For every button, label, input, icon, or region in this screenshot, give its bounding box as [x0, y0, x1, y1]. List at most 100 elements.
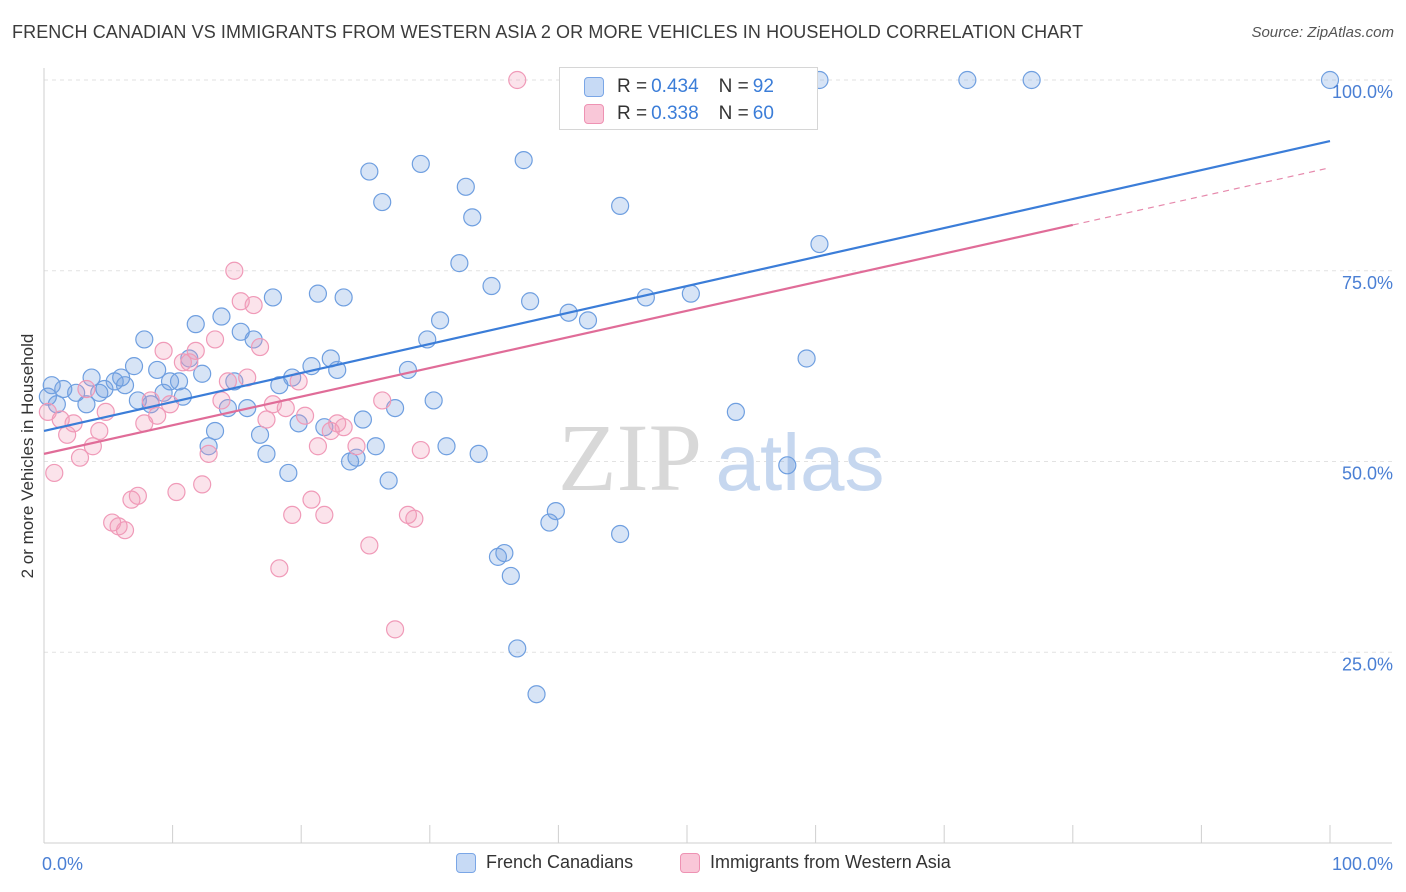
- stats-r-value: 0.434: [651, 76, 699, 97]
- point-french-canadians: [508, 639, 527, 658]
- point-western-asia: [212, 391, 231, 410]
- point-western-asia: [508, 70, 527, 90]
- legend-item-western-asia[interactable]: Immigrants from Western Asia: [680, 852, 951, 873]
- point-french-canadians: [411, 154, 430, 174]
- point-western-asia: [295, 406, 315, 425]
- point-french-canadians: [958, 70, 977, 90]
- point-western-asia: [128, 486, 147, 505]
- point-french-canadians: [244, 330, 263, 349]
- point-french-canadians: [263, 288, 283, 307]
- point-french-canadians: [726, 402, 745, 422]
- point-western-asia: [193, 475, 212, 494]
- point-french-canadians: [257, 444, 276, 463]
- stats-row-western-asia: R = 0.338 N = 60: [617, 101, 774, 127]
- point-french-canadians: [611, 524, 630, 544]
- point-french-canadians: [778, 456, 797, 475]
- point-french-canadians: [95, 379, 114, 399]
- point-french-canadians: [495, 543, 514, 563]
- trend-line-western-asia-extension: [1072, 167, 1331, 226]
- point-western-asia: [405, 509, 424, 528]
- point-western-asia: [250, 337, 270, 357]
- watermark-atlas: atlas: [716, 418, 885, 507]
- point-french-canadians: [77, 395, 96, 414]
- point-western-asia: [180, 353, 199, 372]
- point-french-canadians: [279, 463, 298, 483]
- watermark-zip: ZIP: [558, 404, 702, 511]
- point-western-asia: [148, 406, 167, 425]
- stats-swatch-pink: [584, 104, 604, 124]
- point-french-canadians: [514, 151, 533, 170]
- point-french-canadians: [456, 177, 475, 196]
- point-french-canadians: [482, 276, 501, 296]
- point-french-canadians: [353, 410, 373, 429]
- point-french-canadians: [469, 444, 488, 463]
- point-french-canadians: [430, 311, 450, 330]
- x-tick-label-max: 100.0%: [1332, 854, 1393, 874]
- data-points: [38, 70, 1340, 704]
- point-french-canadians: [169, 372, 189, 391]
- point-french-canadians: [250, 425, 270, 444]
- trend-line-western-asia: [43, 223, 1074, 455]
- legend-swatch-blue: [456, 852, 476, 873]
- point-western-asia: [411, 440, 430, 460]
- point-western-asia: [315, 505, 334, 525]
- point-french-canadians: [199, 437, 218, 456]
- watermark: ZIP atlas: [558, 404, 884, 511]
- point-french-canadians: [308, 284, 328, 303]
- point-french-canadians: [186, 315, 205, 334]
- point-french-canadians: [527, 685, 546, 704]
- point-french-canadians: [463, 208, 482, 227]
- legend: French Canadians Immigrants from Western…: [0, 852, 1406, 878]
- point-western-asia: [302, 490, 321, 509]
- point-french-canadians: [135, 330, 154, 349]
- point-french-canadians: [611, 196, 630, 215]
- point-western-asia: [347, 437, 366, 456]
- y-tick-label: 50.0%: [1342, 464, 1393, 484]
- point-french-canadians: [212, 307, 231, 326]
- point-western-asia: [270, 559, 289, 578]
- point-western-asia: [334, 418, 353, 437]
- point-french-canadians: [366, 437, 385, 456]
- point-western-asia: [115, 521, 135, 540]
- point-french-canadians: [124, 357, 144, 376]
- point-french-canadians: [289, 414, 308, 433]
- point-western-asia: [257, 410, 276, 429]
- point-french-canadians: [540, 513, 559, 532]
- point-western-asia: [283, 505, 302, 525]
- point-french-canadians: [681, 284, 700, 303]
- point-french-canadians: [42, 376, 61, 395]
- point-western-asia: [45, 463, 64, 483]
- legend-label: Immigrants from Western Asia: [710, 852, 951, 872]
- legend-label: French Canadians: [486, 852, 634, 872]
- point-western-asia: [373, 391, 392, 410]
- trend-line-french-canadians: [43, 139, 1331, 433]
- point-french-canadians: [797, 349, 816, 368]
- point-french-canadians: [115, 376, 135, 395]
- point-french-canadians: [424, 391, 443, 410]
- stats-r-label: R =: [617, 76, 648, 97]
- point-french-canadians: [437, 437, 456, 456]
- y-tick-label: 25.0%: [1342, 654, 1393, 674]
- point-western-asia: [90, 421, 109, 441]
- point-french-canadians: [334, 288, 353, 307]
- point-western-asia: [360, 536, 379, 555]
- point-french-canadians: [501, 566, 520, 586]
- point-western-asia: [186, 341, 205, 360]
- point-french-canadians: [205, 421, 225, 441]
- y-tick-label: 100.0%: [1332, 82, 1393, 102]
- x-tick-label-min: 0.0%: [42, 854, 83, 874]
- point-french-canadians: [546, 501, 565, 521]
- stats-row-french-canadians: R = 0.434 N = 92: [617, 74, 774, 100]
- y-tick-label: 75.0%: [1342, 273, 1393, 293]
- point-french-canadians: [450, 254, 469, 273]
- point-western-asia: [83, 437, 102, 456]
- tick-labels: 25.0% 50.0% 75.0% 100.0% 0.0% 100.0%: [42, 82, 1393, 874]
- point-french-canadians: [398, 360, 418, 380]
- point-western-asia: [154, 341, 173, 360]
- point-western-asia: [385, 620, 405, 639]
- stats-r-label: R =: [617, 103, 648, 124]
- point-french-canadians: [82, 368, 101, 387]
- legend-item-french-canadians[interactable]: French Canadians: [456, 852, 633, 873]
- stats-n-label: N =: [718, 76, 749, 97]
